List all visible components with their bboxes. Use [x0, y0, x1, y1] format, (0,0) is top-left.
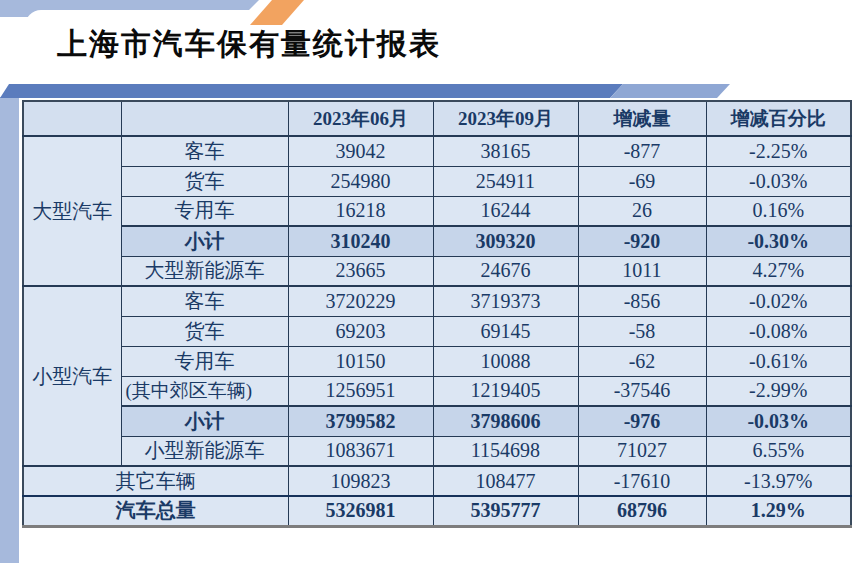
cell-pct: -13.97% — [706, 466, 851, 496]
left-strip-decoration — [0, 97, 19, 563]
table-row: 专用车 16218 16244 26 0.16% — [23, 196, 851, 226]
cell-sep2023: 3798606 — [433, 406, 578, 436]
cell-jun2023: 39042 — [288, 136, 433, 166]
cell-delta: 68796 — [578, 496, 706, 526]
cell-sep2023: 254911 — [433, 166, 578, 196]
cell-jun2023: 5326981 — [288, 496, 433, 526]
cell-delta: -920 — [578, 226, 706, 256]
cell-pct: -0.03% — [706, 166, 851, 196]
table-row: 大型新能源车 23665 24676 1011 4.27% — [23, 256, 851, 286]
title-underline-band — [0, 84, 623, 98]
cell-delta: -877 — [578, 136, 706, 166]
table-row: 专用车 10150 10088 -62 -0.61% — [23, 346, 851, 376]
cell-delta: -856 — [578, 286, 706, 316]
row-label: 小计 — [121, 226, 288, 256]
table-row: 货车 254980 254911 -69 -0.03% — [23, 166, 851, 196]
cell-sep2023: 10088 — [433, 346, 578, 376]
cell-pct: 0.16% — [706, 196, 851, 226]
other-vehicles-row: 其它车辆 109823 108477 -17610 -13.97% — [23, 466, 851, 496]
cell-sep2023: 1219405 — [433, 376, 578, 406]
cell-delta: -58 — [578, 316, 706, 346]
suburb-subrow: (其中郊区车辆) 1256951 1219405 -37546 -2.99% — [23, 376, 851, 406]
cell-delta: 26 — [578, 196, 706, 226]
header-blank-category — [121, 101, 288, 136]
row-label: (其中郊区车辆) — [121, 376, 288, 406]
row-label: 汽车总量 — [23, 496, 288, 526]
header-delta-percent: 增减百分比 — [706, 101, 851, 136]
cell-delta: -62 — [578, 346, 706, 376]
cell-pct: -0.03% — [706, 406, 851, 436]
cell-delta: -976 — [578, 406, 706, 436]
cell-pct: -0.08% — [706, 316, 851, 346]
subtotal-row-small: 小计 3799582 3798606 -976 -0.03% — [23, 406, 851, 436]
cell-jun2023: 10150 — [288, 346, 433, 376]
header-jun-2023: 2023年06月 — [288, 101, 433, 136]
cell-sep2023: 5395777 — [433, 496, 578, 526]
cell-jun2023: 310240 — [288, 226, 433, 256]
cell-delta: -37546 — [578, 376, 706, 406]
group-label-large-vehicles: 大型汽车 — [23, 136, 121, 286]
row-label: 专用车 — [121, 196, 288, 226]
cell-jun2023: 254980 — [288, 166, 433, 196]
row-label: 小计 — [121, 406, 288, 436]
cell-sep2023: 24676 — [433, 256, 578, 286]
table-row: 小型新能源车 1083671 1154698 71027 6.55% — [23, 436, 851, 466]
header-row: 2023年06月 2023年09月 增减量 增减百分比 — [23, 101, 851, 136]
row-label: 专用车 — [121, 346, 288, 376]
subtotal-row-large: 小计 310240 309320 -920 -0.30% — [23, 226, 851, 256]
row-label: 客车 — [121, 136, 288, 166]
cell-jun2023: 1256951 — [288, 376, 433, 406]
group-label-small-vehicles: 小型汽车 — [23, 286, 121, 466]
cell-pct: -0.61% — [706, 346, 851, 376]
vehicle-stats-table: 2023年06月 2023年09月 增减量 增减百分比 大型汽车 客车 3904… — [22, 100, 852, 528]
cell-delta: 1011 — [578, 256, 706, 286]
row-label: 客车 — [121, 286, 288, 316]
cell-jun2023: 69203 — [288, 316, 433, 346]
table-row: 大型汽车 客车 39042 38165 -877 -2.25% — [23, 136, 851, 166]
cell-pct: -2.25% — [706, 136, 851, 166]
cell-pct: 6.55% — [706, 436, 851, 466]
row-label: 小型新能源车 — [121, 436, 288, 466]
table-row: 货车 69203 69145 -58 -0.08% — [23, 316, 851, 346]
title-underline-band-tail — [610, 84, 730, 98]
header-sep-2023: 2023年09月 — [433, 101, 578, 136]
cell-pct: -0.30% — [706, 226, 851, 256]
cell-sep2023: 16244 — [433, 196, 578, 226]
cell-pct: 4.27% — [706, 256, 851, 286]
cell-sep2023: 108477 — [433, 466, 578, 496]
table-row: 小型汽车 客车 3720229 3719373 -856 -0.02% — [23, 286, 851, 316]
cell-jun2023: 3799582 — [288, 406, 433, 436]
cell-pct: 1.29% — [706, 496, 851, 526]
cell-pct: -2.99% — [706, 376, 851, 406]
cell-sep2023: 38165 — [433, 136, 578, 166]
cell-delta: 71027 — [578, 436, 706, 466]
cell-jun2023: 109823 — [288, 466, 433, 496]
cell-sep2023: 69145 — [433, 316, 578, 346]
cell-jun2023: 23665 — [288, 256, 433, 286]
row-label: 大型新能源车 — [121, 256, 288, 286]
cell-jun2023: 1083671 — [288, 436, 433, 466]
cell-pct: -0.02% — [706, 286, 851, 316]
grand-total-row: 汽车总量 5326981 5395777 68796 1.29% — [23, 496, 851, 526]
cell-sep2023: 3719373 — [433, 286, 578, 316]
cell-delta: -69 — [578, 166, 706, 196]
header-blank-group — [23, 101, 121, 136]
cell-sep2023: 309320 — [433, 226, 578, 256]
row-label: 货车 — [121, 316, 288, 346]
cell-delta: -17610 — [578, 466, 706, 496]
page-title: 上海市汽车保有量统计报表 — [57, 24, 441, 65]
row-label: 货车 — [121, 166, 288, 196]
row-label: 其它车辆 — [23, 466, 288, 496]
cell-sep2023: 1154698 — [433, 436, 578, 466]
cell-jun2023: 3720229 — [288, 286, 433, 316]
header-delta: 增减量 — [578, 101, 706, 136]
cell-jun2023: 16218 — [288, 196, 433, 226]
